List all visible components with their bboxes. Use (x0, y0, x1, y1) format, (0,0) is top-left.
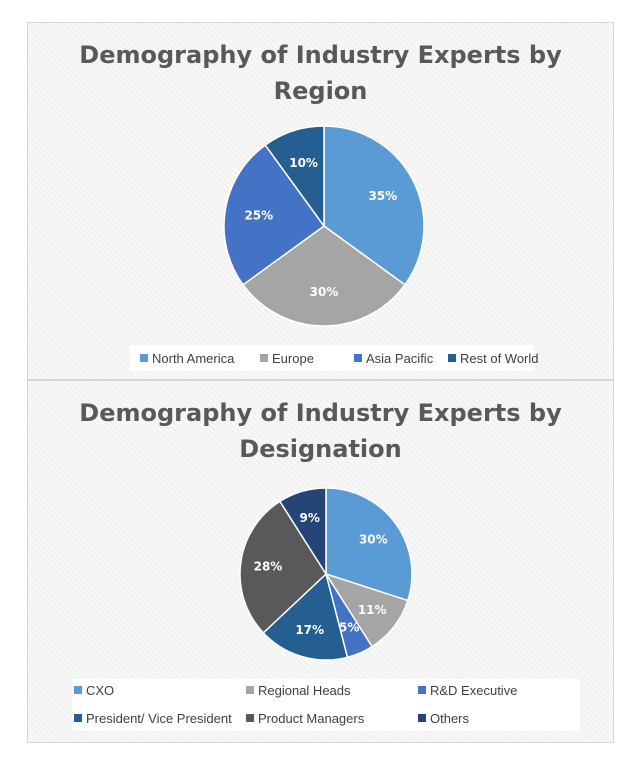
designation-pie-chart: 30% 11% 5% 17% 28% 9% (239, 487, 413, 661)
designation-slice-label: 28% (254, 560, 283, 574)
region-slice-rest-of-world (264, 125, 325, 229)
designation-legend-swatch (74, 714, 82, 722)
designation-legend-label: President/ Vice President (86, 710, 232, 726)
region-legend-swatch (448, 354, 456, 362)
designation-legend-item: Regional Heads (246, 682, 351, 698)
designation-legend-swatch (246, 714, 254, 722)
designation-legend-label: Product Managers (258, 710, 365, 726)
region-slice-label: 10% (289, 156, 318, 170)
region-legend-item: Europe (260, 350, 314, 366)
region-slice-north-america (323, 125, 425, 286)
designation-legend-swatch (74, 686, 82, 694)
region-slice-label: 30% (310, 285, 339, 299)
designation-legend: CXO Regional Heads R&D Executive President/… (72, 679, 580, 731)
designation-legend-label: Regional Heads (258, 682, 351, 698)
designation-legend-item: R&D Executive (418, 682, 517, 698)
designation-slice-label: 30% (359, 533, 388, 547)
region-legend-label: Rest of World (460, 350, 539, 366)
region-pie-chart: 35% 30% 25% 10% (223, 125, 425, 327)
designation-slice-label: 11% (358, 603, 387, 617)
designation-chart-title: Demography of Industry Experts by Designa… (79, 399, 562, 463)
designation-slice-product-managers (239, 500, 327, 634)
region-slice-asia-pacific (223, 144, 326, 286)
designation-legend-swatch (418, 686, 426, 694)
region-legend-swatch (354, 354, 362, 362)
region-legend-swatch (260, 354, 268, 362)
region-legend-item: North America (140, 350, 234, 366)
designation-legend-item: CXO (74, 682, 114, 698)
designation-chart-panel: Demography of Industry Experts by Designa… (27, 380, 614, 743)
region-chart-panel: Demography of Industry Experts by Region … (27, 22, 614, 380)
region-legend-label: Asia Pacific (366, 350, 434, 366)
designation-slice-president-vice-president (262, 572, 349, 661)
designation-slice-cxo (325, 487, 413, 602)
designation-legend-label: Others (430, 710, 470, 726)
designation-slice-others (278, 487, 327, 577)
region-slice-label: 35% (368, 189, 397, 203)
designation-legend-swatch (418, 714, 426, 722)
region-legend-label: North America (152, 350, 235, 366)
designation-legend-item: President/ Vice President (74, 710, 232, 726)
region-slice-europe (242, 225, 406, 327)
designation-legend-label: CXO (86, 682, 115, 698)
designation-legend-item: Others (418, 710, 469, 726)
designation-slice-label: 17% (295, 623, 324, 637)
region-legend-item: Rest of World (448, 350, 539, 366)
region-legend: North America Europe Asia Pacific Rest of W… (130, 345, 539, 371)
region-chart-title: Demography of Industry Experts by Region (79, 41, 562, 105)
region-legend-swatch (140, 354, 148, 362)
designation-legend-swatch (246, 686, 254, 694)
region-slice-label: 25% (244, 209, 273, 223)
region-legend-label: Europe (272, 350, 314, 366)
region-legend-item: Asia Pacific (354, 350, 433, 366)
designation-legend-item: Product Managers (246, 710, 364, 726)
designation-slice-label: 9% (299, 511, 319, 525)
designation-slice-label: 5% (339, 621, 359, 635)
designation-legend-label: R&D Executive (430, 682, 518, 698)
